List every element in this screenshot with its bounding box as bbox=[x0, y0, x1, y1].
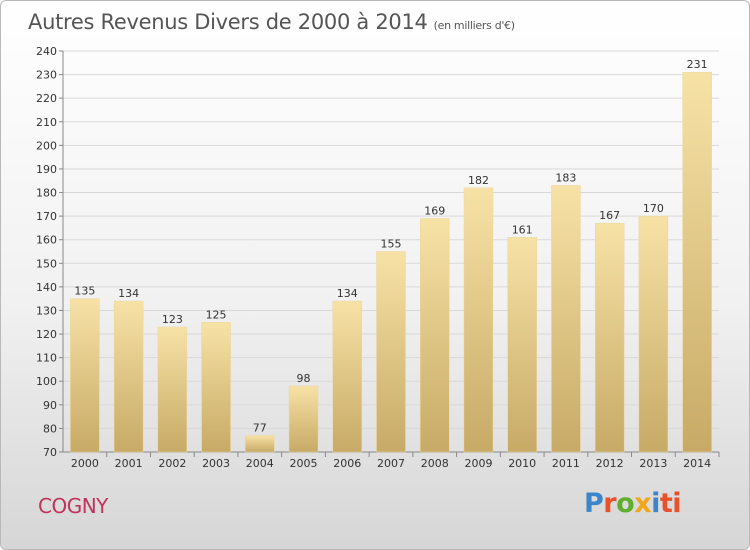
y-tick-label: 130 bbox=[36, 304, 57, 317]
bar bbox=[288, 385, 319, 453]
proxiti-logo: Proxiti bbox=[584, 488, 682, 519]
y-tick-label: 100 bbox=[36, 375, 57, 388]
chart-title-text: Autres Revenus Divers de 2000 à 2014 bbox=[28, 10, 428, 34]
bar-value-label: 98 bbox=[297, 372, 311, 385]
x-tick-label: 2003 bbox=[202, 457, 230, 470]
bar bbox=[507, 237, 537, 453]
logo-letter: o bbox=[616, 488, 635, 519]
bar bbox=[594, 222, 625, 453]
x-tick-label: 2006 bbox=[333, 457, 361, 470]
bar bbox=[332, 300, 363, 453]
bar bbox=[463, 187, 494, 453]
chart-subtitle: (en milliers d'€) bbox=[433, 19, 515, 32]
bar bbox=[201, 322, 231, 453]
bar-value-label: 182 bbox=[468, 174, 489, 187]
x-tick-label: 2004 bbox=[246, 457, 274, 470]
bar-value-label: 170 bbox=[643, 202, 664, 215]
bar bbox=[245, 435, 275, 453]
y-tick-label: 110 bbox=[36, 352, 57, 365]
x-tick-label: 2011 bbox=[552, 457, 580, 470]
bar-value-label: 135 bbox=[74, 285, 95, 298]
bar bbox=[419, 218, 450, 453]
logo-letter: i bbox=[651, 488, 660, 519]
logo-letter: P bbox=[584, 488, 604, 519]
bar-value-label: 134 bbox=[337, 287, 358, 300]
logo-letter: x bbox=[634, 488, 652, 519]
y-tick-label: 190 bbox=[36, 163, 57, 176]
x-tick-label: 2008 bbox=[421, 457, 449, 470]
x-tick-label: 2005 bbox=[290, 457, 318, 470]
x-tick-label: 2012 bbox=[596, 457, 624, 470]
y-tick-label: 160 bbox=[36, 234, 57, 247]
bar-value-label: 125 bbox=[206, 308, 227, 321]
y-tick-label: 120 bbox=[36, 328, 57, 341]
bar-value-label: 77 bbox=[253, 421, 267, 434]
x-tick-label: 2007 bbox=[377, 457, 405, 470]
y-tick-label: 240 bbox=[36, 45, 57, 58]
bar bbox=[638, 215, 669, 453]
y-tick-label: 70 bbox=[43, 446, 57, 459]
x-tick-label: 2009 bbox=[464, 457, 492, 470]
bar-value-label: 134 bbox=[118, 287, 139, 300]
y-tick-label: 80 bbox=[43, 422, 57, 435]
bar-value-label: 123 bbox=[162, 313, 183, 326]
chart-title: Autres Revenus Divers de 2000 à 2014 (en … bbox=[28, 10, 515, 34]
y-tick-label: 170 bbox=[36, 210, 57, 223]
bar-value-label: 155 bbox=[381, 238, 402, 251]
x-tick-label: 2002 bbox=[158, 457, 186, 470]
logo-letter: ti bbox=[659, 488, 682, 519]
bar-value-label: 183 bbox=[555, 171, 576, 184]
logo-letter: r bbox=[603, 488, 617, 519]
bar bbox=[682, 71, 712, 453]
town-name: COGNY bbox=[38, 494, 108, 518]
y-tick-label: 150 bbox=[36, 257, 57, 270]
bar bbox=[551, 185, 581, 453]
y-tick-label: 180 bbox=[36, 187, 57, 200]
y-tick-label: 140 bbox=[36, 281, 57, 294]
y-tick-label: 90 bbox=[43, 399, 57, 412]
bar-value-label: 169 bbox=[424, 204, 445, 217]
bar-value-label: 167 bbox=[599, 209, 620, 222]
bar bbox=[70, 298, 100, 453]
bar bbox=[157, 326, 188, 453]
x-tick-label: 2010 bbox=[508, 457, 536, 470]
x-tick-label: 2013 bbox=[639, 457, 667, 470]
bar-value-label: 231 bbox=[687, 58, 708, 71]
y-tick-label: 230 bbox=[36, 69, 57, 82]
y-tick-label: 200 bbox=[36, 139, 57, 152]
bar bbox=[376, 251, 406, 453]
x-tick-label: 2000 bbox=[71, 457, 99, 470]
bar-value-label: 161 bbox=[512, 223, 533, 236]
bar bbox=[113, 300, 144, 453]
y-tick-label: 220 bbox=[36, 92, 57, 105]
x-tick-label: 2014 bbox=[683, 457, 711, 470]
x-tick-label: 2001 bbox=[115, 457, 143, 470]
y-tick-label: 210 bbox=[36, 116, 57, 129]
